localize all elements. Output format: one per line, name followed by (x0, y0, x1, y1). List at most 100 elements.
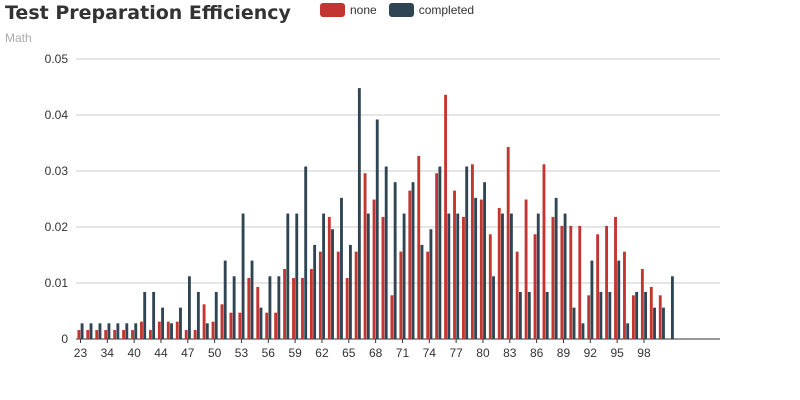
bar-none-60[interactable] (354, 251, 358, 339)
bar-completed-74[interactable] (483, 182, 487, 339)
bar-completed-51[interactable] (277, 276, 281, 339)
bar-none-36[interactable] (140, 321, 143, 339)
bar-none-40[interactable] (175, 321, 179, 339)
bar-completed-45[interactable] (223, 260, 227, 339)
bar-completed-62[interactable] (375, 119, 379, 339)
bar-none-67[interactable] (417, 155, 421, 339)
bar-none-34[interactable] (122, 330, 126, 339)
bar-completed-63[interactable] (384, 166, 388, 339)
bar-completed-93[interactable] (653, 307, 656, 339)
bar-completed-85[interactable] (581, 323, 585, 339)
bar-completed-41[interactable] (187, 276, 191, 339)
bar-completed-78[interactable] (518, 291, 522, 339)
bar-none-33[interactable] (113, 330, 117, 339)
bar-none-53[interactable] (292, 277, 295, 339)
bar-completed-88[interactable] (608, 291, 612, 339)
bar-completed-30[interactable] (107, 323, 111, 339)
bar-none-92[interactable] (640, 269, 644, 339)
bar-none-82[interactable] (551, 216, 555, 339)
bar-completed-84[interactable] (572, 307, 576, 339)
bar-completed-73[interactable] (474, 197, 478, 339)
bar-completed-55[interactable] (313, 244, 317, 339)
bar-completed-43[interactable] (205, 323, 209, 339)
bar-none-50[interactable] (265, 312, 269, 339)
bar-none-42[interactable] (193, 330, 197, 339)
bar-none-91[interactable] (631, 295, 635, 339)
bar-none-39[interactable] (166, 321, 170, 339)
bar-none-94[interactable] (658, 295, 662, 339)
bar-completed-37[interactable] (152, 291, 156, 339)
bar-none-64[interactable] (390, 295, 394, 339)
bar-none-58[interactable] (336, 251, 340, 339)
bar-none-81[interactable] (542, 164, 546, 339)
bar-completed-57[interactable] (331, 229, 334, 339)
bar-none-44[interactable] (211, 321, 215, 339)
bar-completed-39[interactable] (170, 323, 173, 339)
bar-completed-65[interactable] (402, 213, 406, 339)
bar-none-41[interactable] (184, 330, 188, 339)
bar-completed-38[interactable] (161, 307, 165, 339)
bar-none-54[interactable] (301, 277, 304, 339)
bar-none-84[interactable] (569, 225, 573, 339)
bar-completed-23[interactable] (80, 323, 84, 339)
bar-none-57[interactable] (327, 216, 331, 339)
bar-none-59[interactable] (345, 277, 349, 339)
bar-none-68[interactable] (426, 251, 430, 339)
bar-completed-81[interactable] (545, 291, 549, 339)
bar-completed-60[interactable] (357, 88, 361, 340)
bar-none-27[interactable] (86, 330, 90, 339)
bar-none-49[interactable] (256, 286, 260, 339)
bar-completed-35[interactable] (134, 323, 138, 339)
bar-completed-42[interactable] (196, 291, 200, 339)
bar-completed-64[interactable] (393, 182, 397, 339)
bar-completed-75[interactable] (492, 276, 495, 339)
bar-completed-80[interactable] (536, 213, 540, 339)
bar-completed-71[interactable] (456, 213, 460, 339)
bar-none-86[interactable] (587, 295, 591, 339)
bar-none-73[interactable] (470, 164, 474, 339)
bar-completed-52[interactable] (286, 213, 290, 339)
bar-none-78[interactable] (515, 251, 519, 339)
bar-completed-46[interactable] (232, 276, 236, 339)
bar-completed-66[interactable] (411, 182, 415, 339)
bar-completed-40[interactable] (179, 307, 182, 339)
bar-none-65[interactable] (399, 251, 403, 339)
bar-completed-50[interactable] (268, 276, 272, 339)
bar-completed-68[interactable] (429, 229, 433, 339)
bar-none-37[interactable] (148, 330, 152, 339)
bar-none-93[interactable] (649, 286, 653, 339)
bar-completed-54[interactable] (304, 166, 308, 339)
bar-none-83[interactable] (560, 225, 564, 339)
bar-none-45[interactable] (220, 304, 224, 339)
bar-none-63[interactable] (381, 216, 385, 339)
bar-none-90[interactable] (623, 251, 626, 339)
bar-completed-70[interactable] (447, 213, 451, 339)
bar-none-66[interactable] (408, 190, 412, 339)
legend-item-none[interactable]: none (320, 3, 377, 17)
bar-completed-77[interactable] (509, 213, 513, 339)
bar-none-43[interactable] (202, 304, 206, 339)
bar-none-47[interactable] (238, 312, 242, 339)
bar-completed-92[interactable] (644, 291, 648, 339)
bar-none-52[interactable] (283, 269, 287, 339)
bar-completed-56[interactable] (322, 213, 326, 339)
bar-completed-69[interactable] (438, 166, 442, 339)
bar-completed-47[interactable] (241, 213, 245, 339)
bar-completed-48[interactable] (250, 260, 254, 339)
bar-none-77[interactable] (506, 146, 510, 339)
bar-completed-91[interactable] (635, 291, 639, 339)
legend-item-completed[interactable]: completed (388, 3, 474, 17)
bar-none-71[interactable] (453, 190, 456, 339)
bar-none-74[interactable] (479, 199, 483, 339)
bar-completed-33[interactable] (116, 323, 120, 339)
bar-none-79[interactable] (524, 199, 528, 339)
bar-none-88[interactable] (605, 225, 609, 339)
bar-none-62[interactable] (372, 199, 376, 339)
bar-completed-90[interactable] (626, 323, 630, 339)
bar-none-46[interactable] (229, 312, 233, 339)
bar-completed-95[interactable] (670, 276, 674, 339)
bar-completed-49[interactable] (259, 307, 263, 339)
bar-none-55[interactable] (309, 269, 313, 339)
bar-completed-44[interactable] (214, 291, 218, 339)
bar-completed-86[interactable] (590, 260, 594, 339)
